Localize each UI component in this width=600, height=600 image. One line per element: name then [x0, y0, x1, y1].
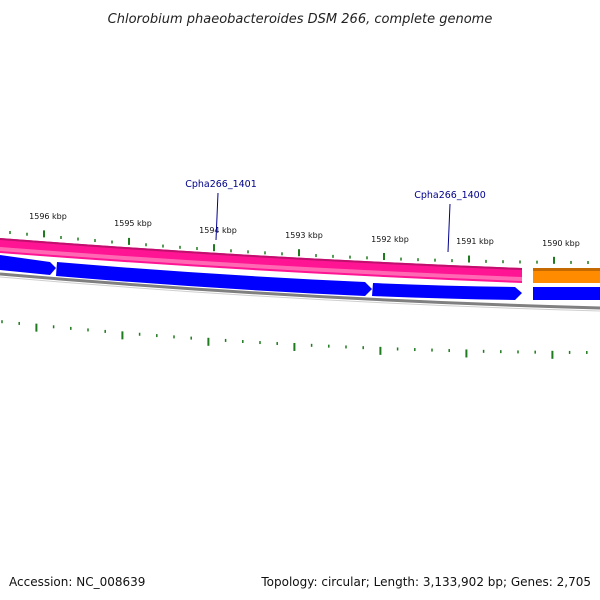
map-title: Chlorobium phaeobacteroides DSM 266, com… — [108, 12, 493, 27]
scale-label-1590: 1590 kbp — [542, 239, 580, 248]
scale-label-1595: 1595 kbp — [114, 219, 152, 228]
scale-label-1592: 1592 kbp — [371, 235, 409, 244]
cds-arrow-3[interactable] — [372, 283, 522, 300]
cds-arrow-2[interactable] — [56, 262, 372, 296]
gc-skew-ticks — [1, 320, 588, 359]
scale-label-1593: 1593 kbp — [285, 231, 323, 240]
gene-label-cpha266-1400[interactable]: Cpha266_1400 — [414, 190, 486, 201]
genome-summary: Topology: circular; Length: 3,133,902 bp… — [260, 575, 591, 589]
orange-feature[interactable] — [533, 268, 600, 283]
orange-feature-edge — [533, 268, 600, 271]
upper-scale-ticks — [9, 230, 589, 264]
cds-arrow-4[interactable] — [533, 287, 600, 300]
scale-label-1596: 1596 kbp — [29, 212, 67, 221]
genome-backbone-shadow — [0, 276, 600, 312]
cds-arrow-1[interactable] — [0, 255, 56, 275]
gene-label-leader-1400 — [447, 203, 451, 253]
scale-label-1591: 1591 kbp — [456, 237, 494, 246]
forward-feature-track-edge — [0, 238, 522, 270]
gene-label-cpha266-1401[interactable]: Cpha266_1401 — [185, 179, 257, 190]
gene-label-leader-1401 — [215, 192, 219, 241]
genome-backbone — [0, 272, 600, 310]
accession-label: Accession: NC_008639 — [9, 575, 145, 589]
forward-feature-track-highlight — [0, 247, 522, 281]
scale-label-1594: 1594 kbp — [199, 226, 237, 235]
